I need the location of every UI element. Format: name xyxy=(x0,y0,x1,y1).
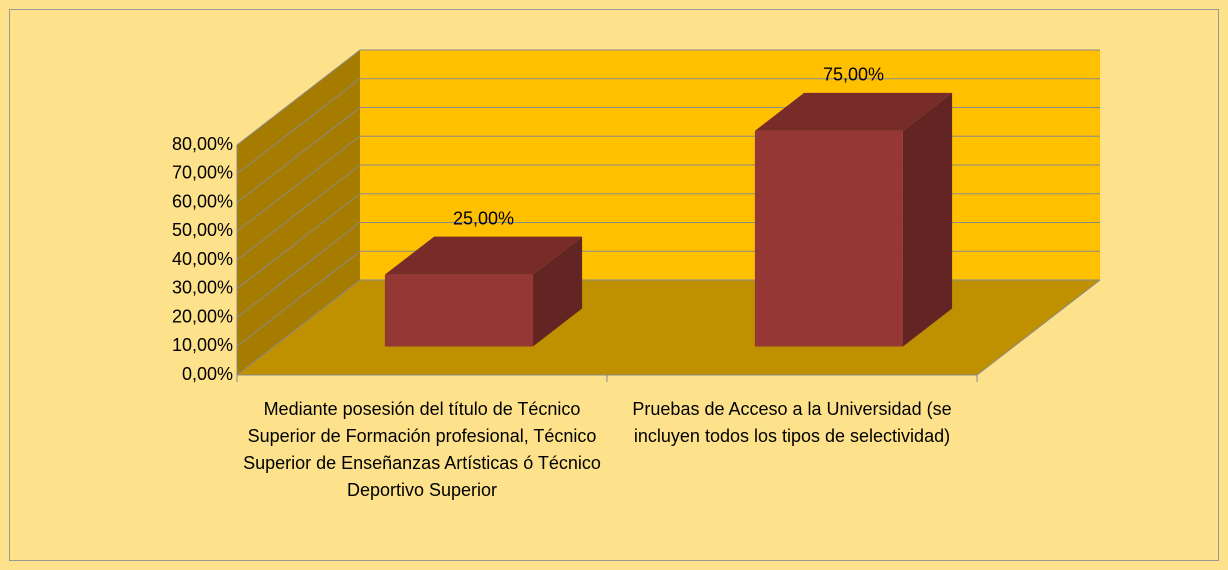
grid-line xyxy=(236,193,361,290)
value-label: 25,00% xyxy=(453,208,514,228)
y-tick-label: 40,00% xyxy=(172,249,233,269)
grid-line xyxy=(236,135,361,232)
grid-line xyxy=(236,49,361,146)
chart-border xyxy=(9,9,1219,561)
grid-line xyxy=(236,250,361,347)
bar xyxy=(754,130,903,347)
grid-line xyxy=(236,164,361,261)
y-tick-label: 10,00% xyxy=(172,335,233,355)
y-tick-label: 60,00% xyxy=(172,191,233,211)
y-tick-label: 50,00% xyxy=(172,220,233,240)
value-label: 75,00% xyxy=(823,65,884,85)
y-tick-label: 30,00% xyxy=(172,278,233,298)
bar-side xyxy=(902,92,953,347)
y-tick-label: 70,00% xyxy=(172,163,233,183)
bar-top xyxy=(384,236,583,275)
y-tick-label: 80,00% xyxy=(172,134,233,154)
grid-line xyxy=(236,107,361,203)
grid-line xyxy=(236,279,361,376)
y-tick-label: 0,00% xyxy=(182,364,233,384)
bar xyxy=(384,274,533,347)
bar-side xyxy=(532,236,583,347)
floor xyxy=(237,280,1100,375)
y-tick-label: 20,00% xyxy=(172,306,233,326)
x-tick-label: Mediante posesión del título de Técnico … xyxy=(243,399,601,500)
bar-top xyxy=(754,92,953,131)
grid-line xyxy=(236,78,361,175)
grid-line xyxy=(236,222,361,318)
floor-edge xyxy=(976,279,1101,376)
x-tick-label: Pruebas de Acceso a la Universidad (se i… xyxy=(632,399,952,446)
